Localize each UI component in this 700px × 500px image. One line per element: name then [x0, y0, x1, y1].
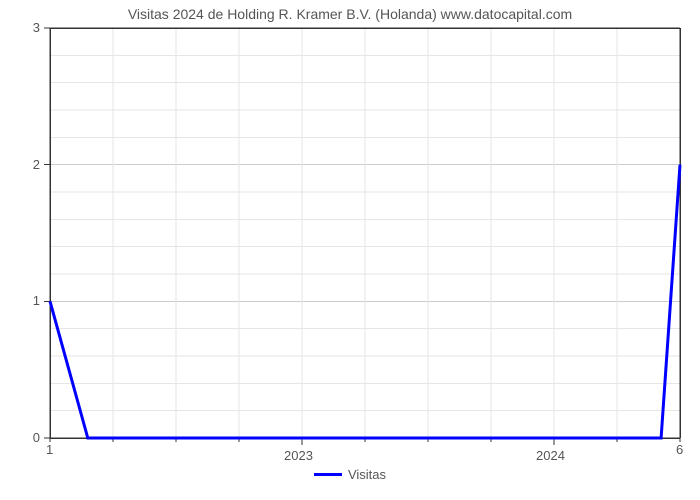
y-tick-label: 1	[33, 293, 40, 308]
x-axis-end-label: 6	[676, 442, 683, 457]
y-tick-label: 0	[33, 430, 40, 445]
plot-area	[50, 28, 680, 438]
legend: Visitas	[0, 466, 700, 482]
chart-title: Visitas 2024 de Holding R. Kramer B.V. (…	[0, 6, 700, 22]
legend-label: Visitas	[348, 467, 386, 482]
y-tick-label: 3	[33, 20, 40, 35]
y-tick-label: 2	[33, 157, 40, 172]
legend-swatch	[314, 473, 342, 476]
chart-container: Visitas 2024 de Holding R. Kramer B.V. (…	[0, 0, 700, 500]
x-axis-start-label: 1	[46, 442, 53, 457]
x-tick-label: 2023	[284, 448, 313, 463]
x-tick-label: 2024	[536, 448, 565, 463]
